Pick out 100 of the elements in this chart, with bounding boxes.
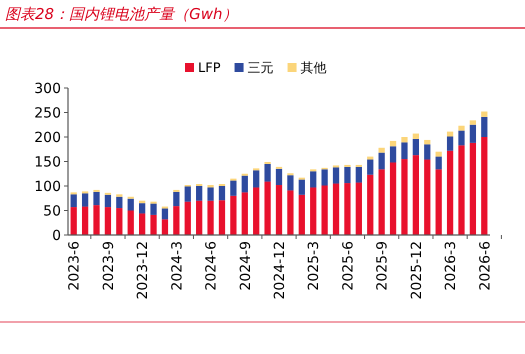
bar <box>458 126 465 131</box>
bar <box>310 171 316 188</box>
bar <box>344 183 351 235</box>
bar <box>242 176 248 192</box>
bar <box>446 150 454 235</box>
bar <box>253 187 260 235</box>
bar <box>367 156 374 160</box>
bar <box>401 142 408 160</box>
bar <box>412 134 419 139</box>
bar <box>378 148 385 153</box>
bar <box>436 169 442 235</box>
legend-label: LFP <box>198 61 221 76</box>
bar <box>356 166 362 183</box>
bar <box>276 185 282 235</box>
bar <box>412 138 419 156</box>
x-tick-label: 2025-12 <box>408 241 425 300</box>
x-tick-label: 2025-3 <box>306 241 322 291</box>
x-tick-label: 2026-6 <box>477 240 494 291</box>
bar <box>310 187 316 235</box>
bar <box>390 146 396 162</box>
bar <box>344 166 351 184</box>
y-tick-label: 0 <box>52 228 61 244</box>
y-tick-label: 50 <box>43 204 61 220</box>
bar <box>470 124 476 143</box>
bar <box>150 214 157 235</box>
bar <box>287 190 294 235</box>
bar <box>367 160 374 175</box>
bar <box>128 210 134 235</box>
bar <box>321 186 328 235</box>
bar <box>276 168 282 186</box>
bar <box>139 203 146 214</box>
bar <box>242 192 248 235</box>
bar <box>446 136 454 151</box>
x-tick-label: 2025-6 <box>340 240 356 291</box>
bar <box>150 204 157 215</box>
bar <box>196 200 202 235</box>
x-tick-label: 2024-6 <box>204 240 220 291</box>
x-tick-label: 2023-12 <box>135 241 152 300</box>
bar <box>128 198 134 210</box>
bar <box>184 202 191 235</box>
bar <box>481 112 488 117</box>
bar <box>470 120 476 125</box>
bar <box>287 175 294 190</box>
bar <box>218 186 226 200</box>
bar <box>196 186 202 201</box>
x-tick-label: 2024-9 <box>238 241 254 291</box>
bar <box>378 169 385 235</box>
y-tick-label: 200 <box>34 130 61 146</box>
bar <box>218 200 226 235</box>
bar <box>173 192 180 206</box>
bar <box>332 184 340 235</box>
bar <box>162 208 168 220</box>
bar <box>481 137 488 235</box>
bar <box>446 132 454 137</box>
bar <box>230 196 237 235</box>
bar <box>253 170 260 188</box>
bar <box>298 194 305 235</box>
bar <box>207 187 214 201</box>
bar <box>481 116 488 137</box>
y-tick-label: 100 <box>34 179 61 195</box>
bar <box>70 207 77 235</box>
bar <box>264 182 271 235</box>
y-tick-label: 300 <box>34 81 61 97</box>
legend-label: 其他 <box>300 61 327 76</box>
bar <box>332 167 340 184</box>
bar <box>139 213 146 235</box>
bar <box>162 219 168 235</box>
bar <box>116 208 122 235</box>
bar <box>230 180 237 196</box>
bar <box>458 130 465 146</box>
y-tick-label: 150 <box>34 154 61 170</box>
x-tick-label: 2023-9 <box>100 241 117 291</box>
x-tick-label: 2024-12 <box>272 241 288 300</box>
bar <box>401 159 408 235</box>
bar <box>93 192 100 206</box>
bar <box>104 207 112 235</box>
bar <box>356 182 362 235</box>
bar <box>82 193 88 207</box>
bar <box>116 194 122 197</box>
bar <box>104 194 112 208</box>
bar <box>436 156 442 170</box>
bar <box>173 206 180 235</box>
bar <box>298 180 305 195</box>
bar <box>93 205 100 235</box>
bar <box>436 152 442 157</box>
y-tick-label: 250 <box>34 106 61 122</box>
x-tick-label: 2024-3 <box>169 241 186 291</box>
bar <box>367 174 374 235</box>
bar <box>116 196 122 208</box>
bar <box>424 160 430 235</box>
bar <box>82 206 88 235</box>
bar <box>321 169 328 186</box>
x-tick-label: 2026-3 <box>443 241 460 291</box>
bar <box>390 162 396 235</box>
bar <box>458 145 465 235</box>
bar <box>424 140 430 144</box>
bar <box>264 164 271 182</box>
bar <box>424 144 430 160</box>
bar <box>139 200 146 204</box>
bar <box>184 186 191 202</box>
